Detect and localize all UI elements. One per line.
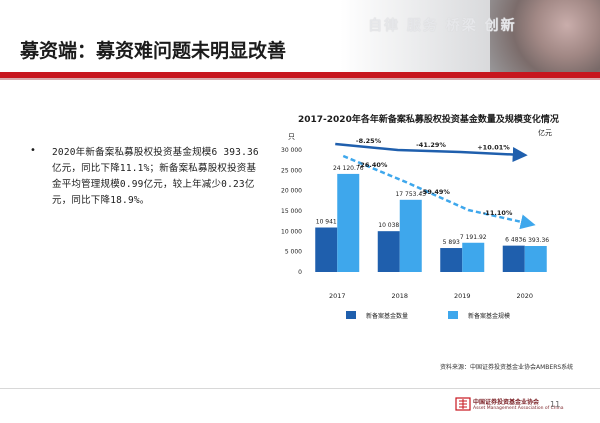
bar-count xyxy=(440,248,463,272)
y-tick-label: 0 xyxy=(298,269,302,276)
slide-title: 募资端：募资难问题未明显改善 xyxy=(20,40,287,62)
trend-label-scale: -11.10% xyxy=(483,209,513,217)
trend-label-scale: -26.40% xyxy=(358,161,388,169)
trend-label-count: -8.25% xyxy=(356,137,382,145)
trend-line-count xyxy=(335,142,528,163)
y-tick-label: 10 000 xyxy=(281,228,302,235)
bar-label-count: 10 941 xyxy=(316,219,337,226)
trend-label-count: -41.29% xyxy=(416,141,446,149)
bar-label-count: 10 038 xyxy=(378,222,399,229)
legend-swatch-count xyxy=(346,311,356,319)
x-tick-label: 2019 xyxy=(454,292,471,300)
trend-line-scale xyxy=(342,154,536,230)
legend: 新备案基金数量 新备案基金规模 xyxy=(346,311,510,320)
right-unit-label: 亿元 xyxy=(538,128,552,137)
page-number: 11 xyxy=(550,400,561,409)
y-tick-label: 20 000 xyxy=(281,188,302,195)
trend-label-scale: -59.49% xyxy=(420,188,450,196)
chart-title: 2017-2020年各年新备案私募股权投资基金数量及规模变化情况 xyxy=(298,115,559,125)
y-axis: 0 5 000 10 000 15 000 20 000 25 000 30 000 xyxy=(281,147,302,276)
bar-label-scale: 24 120.76 xyxy=(333,165,364,172)
bar-count xyxy=(315,227,338,272)
x-tick-label: 2018 xyxy=(391,292,408,300)
x-tick-label: 2017 xyxy=(329,292,346,300)
bar-scale xyxy=(524,246,547,272)
bar-count xyxy=(502,245,525,272)
legend-label-scale: 新备案基金规模 xyxy=(468,312,510,320)
bar-scale xyxy=(337,173,360,272)
header-band: 自律 服务 桥梁 创新 募资端：募资难问题未明显改善 xyxy=(0,0,600,72)
association-logo-icon xyxy=(455,397,471,411)
header-decorative-image xyxy=(490,0,600,72)
legend-label-count: 新备案基金数量 xyxy=(366,312,408,320)
bar-label-scale: 7 191.92 xyxy=(460,234,487,241)
title-underline-bar xyxy=(0,72,600,78)
chart: 2017-2020年各年新备案私募股权投资基金数量及规模变化情况 只 亿元 0 5… xyxy=(276,112,576,327)
bar-count xyxy=(377,231,400,272)
left-unit-label: 只 xyxy=(288,133,295,141)
bar-label-scale: 17 753.43 xyxy=(395,191,426,198)
y-tick-label: 25 000 xyxy=(281,167,302,174)
bullet-text: 2020年新备案私募股权投资基金规模6 393.36亿元，同比下降11.1%；新… xyxy=(52,147,259,206)
y-tick-label: 30 000 xyxy=(281,147,302,154)
footer-org-en: Asset Management Association of China xyxy=(473,406,564,411)
x-axis: 2017 2018 2019 2020 xyxy=(329,292,533,300)
title-underline-shadow xyxy=(0,78,600,80)
header-slogan: 自律 服务 桥梁 创新 xyxy=(368,18,517,34)
legend-swatch-scale xyxy=(448,311,458,319)
trend-label-count: +10.01% xyxy=(477,144,510,152)
source-note: 资料来源：中国证券投资基金业协会AMBERS系统 xyxy=(440,364,574,371)
footer-divider xyxy=(0,388,600,389)
bar-scale xyxy=(399,199,422,272)
bar-label-count: 5 893 xyxy=(443,239,460,246)
trend-arrows: -8.25% -41.29% +10.01% -26.40% -59.49% -11.10… xyxy=(335,137,536,230)
y-tick-label: 15 000 xyxy=(281,208,302,215)
bullet-dot: • xyxy=(30,145,36,156)
chart-svg: 只 亿元 0 5 000 10 000 15 000 20 000 25 000 30 00… xyxy=(281,128,552,320)
bar-scale xyxy=(462,242,485,272)
x-tick-label: 2020 xyxy=(516,292,533,300)
y-tick-label: 5 000 xyxy=(285,249,302,256)
footer-org-cn: 中国证券投资基金业协会 xyxy=(473,399,540,406)
bar-label-scale: 6 393.36 xyxy=(522,237,549,244)
bar-label-count: 6 483 xyxy=(505,237,522,244)
